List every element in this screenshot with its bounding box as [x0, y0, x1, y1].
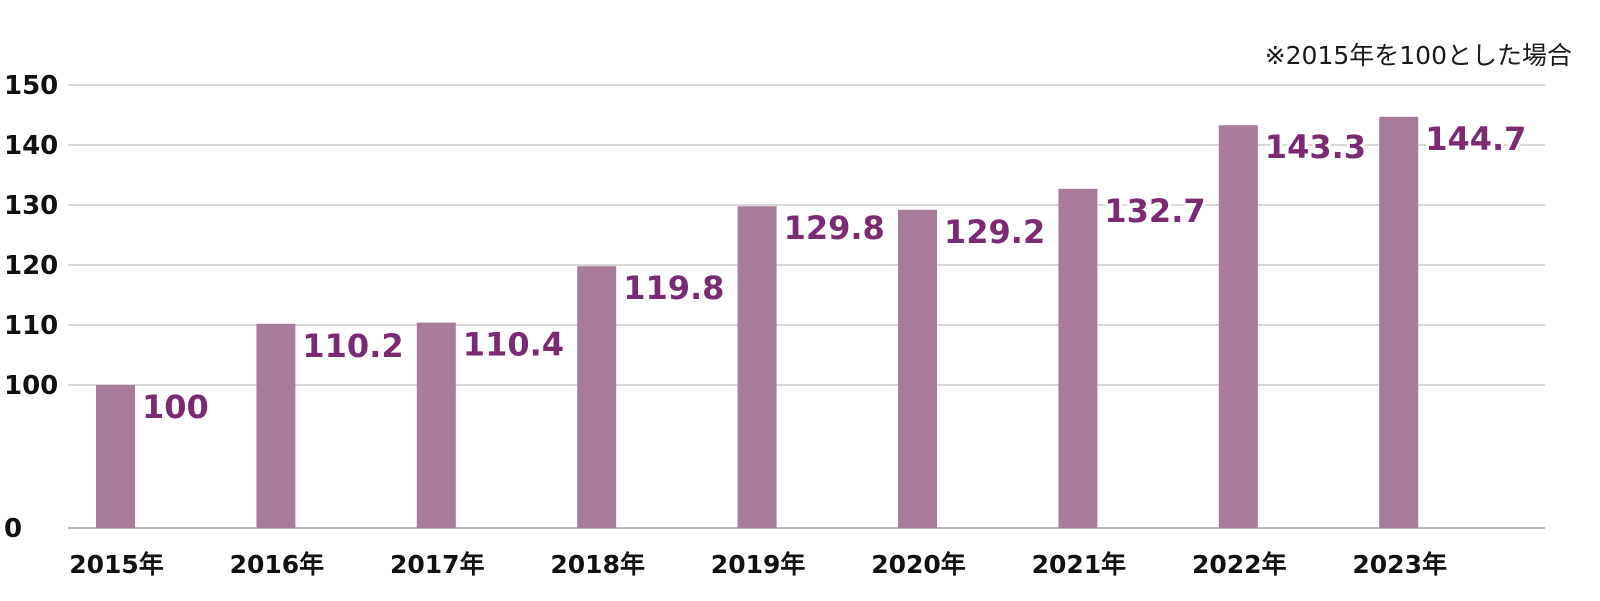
data-label: 144.7: [1425, 120, 1526, 158]
x-tick-label: 2022年: [1192, 550, 1287, 579]
x-tick-label: 2019年: [711, 550, 806, 579]
x-tick-label: 2018年: [550, 550, 645, 579]
y-tick-label: 110: [4, 311, 58, 341]
x-tick-label: 2023年: [1352, 550, 1447, 579]
data-label: 132.7: [1104, 192, 1205, 230]
bar: [577, 266, 617, 528]
y-tick-label: 140: [4, 131, 58, 161]
x-tick-label: 2017年: [390, 550, 485, 579]
bar: [416, 322, 456, 528]
x-tick-label: 2016年: [230, 550, 325, 579]
y-tick-label: 130: [4, 191, 58, 221]
bar: [898, 209, 937, 529]
bar: [96, 385, 135, 528]
y-tick-label: 120: [4, 251, 58, 281]
data-label: 110.4: [463, 326, 564, 364]
bar: [1379, 116, 1419, 529]
data-label: 110.2: [302, 327, 403, 365]
chart-note: ※2015年を100とした場合: [1264, 41, 1572, 70]
data-label: 129.8: [784, 209, 885, 247]
data-label: 143.3: [1265, 128, 1366, 166]
data-label: 100: [142, 388, 209, 426]
data-label: 119.8: [623, 269, 724, 307]
bar: [1058, 188, 1098, 529]
data-label: 129.2: [944, 213, 1045, 251]
x-tick-label: 2015年: [69, 550, 164, 579]
y-tick-label: 100: [4, 371, 58, 401]
y-tick-label: 0: [4, 514, 22, 544]
y-tick-label: 150: [4, 71, 58, 101]
bar: [256, 323, 296, 528]
x-tick-label: 2021年: [1032, 550, 1127, 579]
bar: [737, 206, 777, 528]
bar: [1218, 125, 1258, 528]
x-tick-label: 2020年: [871, 550, 966, 579]
